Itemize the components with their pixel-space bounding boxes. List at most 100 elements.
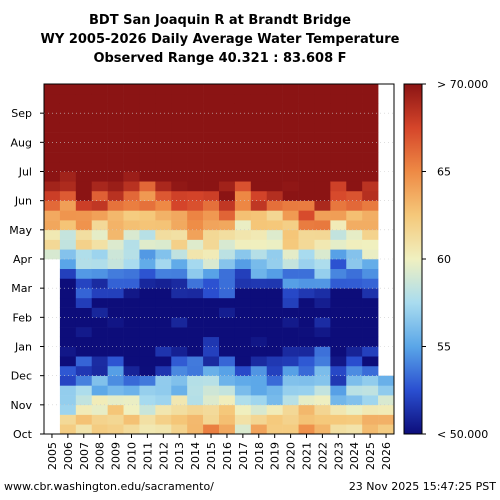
heatmap-cell [314, 336, 331, 347]
heatmap-cell [250, 268, 268, 279]
heatmap-cell [219, 152, 236, 163]
heatmap-cell [266, 317, 283, 328]
heatmap-cell [234, 239, 252, 250]
heatmap-cell [44, 113, 61, 124]
heatmap-cell [171, 239, 188, 250]
heatmap-cell [314, 404, 331, 415]
heatmap-cell [219, 307, 236, 318]
heatmap-cell [234, 297, 252, 308]
heatmap-cell [171, 171, 188, 182]
heatmap-cell [44, 220, 61, 231]
heatmap-cell [298, 395, 315, 406]
heatmap-cell [123, 346, 140, 357]
heatmap-cell [282, 414, 299, 425]
heatmap-cell [139, 132, 156, 143]
heatmap-cell [171, 424, 188, 435]
heatmap-cell [187, 327, 204, 338]
heatmap-cell [298, 229, 315, 240]
heatmap-cell [107, 259, 124, 270]
heatmap-cell [171, 356, 188, 367]
heatmap-cell [330, 220, 347, 231]
heatmap-cell [155, 161, 172, 172]
heatmap-cell [75, 395, 93, 406]
heatmap-cell [330, 414, 347, 425]
heatmap-cell [107, 152, 124, 163]
heatmap-cell [266, 414, 283, 425]
heatmap-cell [250, 317, 268, 328]
heatmap-cell [219, 171, 236, 182]
heatmap-cell [298, 181, 315, 192]
heatmap-cell [330, 297, 347, 308]
heatmap-cell [234, 142, 252, 153]
heatmap-cell [203, 365, 220, 376]
heatmap-cell [250, 424, 268, 435]
footer-timestamp: 23 Nov 2025 15:47:25 PST [349, 480, 496, 493]
heatmap-cell [298, 239, 315, 250]
heatmap-cell [346, 385, 363, 396]
heatmap-cell [44, 210, 61, 221]
heatmap-cell [234, 220, 252, 231]
heatmap-cell [44, 132, 61, 143]
heatmap-cell [171, 181, 188, 192]
heatmap-cell [59, 239, 77, 250]
heatmap-cell [219, 414, 236, 425]
heatmap-cell [107, 171, 124, 182]
heatmap-cell [187, 414, 204, 425]
heatmap-cell [139, 278, 156, 289]
heatmap-cell [203, 122, 220, 133]
heatmap-cell [155, 385, 172, 396]
heatmap-cell [59, 152, 77, 163]
heatmap-cell [314, 122, 331, 133]
heatmap-cell [123, 404, 140, 415]
heatmap-cell [75, 414, 93, 425]
heatmap-cell [59, 142, 77, 153]
heatmap-cell [282, 152, 299, 163]
heatmap-cell [91, 375, 108, 386]
heatmap-cell [314, 346, 331, 357]
heatmap-cell [250, 297, 268, 308]
heatmap-cell [219, 385, 236, 396]
heatmap-cell [75, 365, 93, 376]
heatmap-cell [266, 346, 283, 357]
heatmap-cell [123, 268, 140, 279]
heatmap-cell [171, 404, 188, 415]
heatmap-cell [171, 113, 188, 124]
heatmap-cell [139, 268, 156, 279]
heatmap-cell [346, 268, 363, 279]
x-tick-label: 2024 [348, 442, 361, 470]
heatmap-cell [282, 375, 299, 386]
heatmap-cell [155, 84, 172, 95]
heatmap-cell [250, 103, 268, 114]
y-tick-label: Sep [11, 107, 32, 120]
heatmap-cell [298, 268, 315, 279]
heatmap-cell [155, 356, 172, 367]
heatmap-cell [330, 317, 347, 328]
heatmap-cell [330, 171, 347, 182]
heatmap-cell [282, 190, 299, 201]
heatmap-cell [266, 288, 283, 299]
heatmap-cell [234, 317, 252, 328]
heatmap-cell [171, 84, 188, 95]
heatmap-cell [378, 385, 395, 396]
heatmap-cell [107, 278, 124, 289]
heatmap-cell [346, 132, 363, 143]
heatmap-cell [362, 200, 379, 211]
heatmap-cell [314, 297, 331, 308]
heatmap-cell [203, 103, 220, 114]
heatmap-cell [91, 229, 108, 240]
heatmap-cell [203, 288, 220, 299]
y-tick-label: Mar [11, 282, 32, 295]
heatmap-cell [139, 365, 156, 376]
heatmap-cell [107, 210, 124, 221]
heatmap-cell [171, 297, 188, 308]
heatmap-cell [75, 220, 93, 231]
heatmap-cell [75, 171, 93, 182]
heatmap-cell [123, 297, 140, 308]
heatmap-cell [107, 229, 124, 240]
heatmap-cell [346, 161, 363, 172]
heatmap-cell [203, 424, 220, 435]
heatmap-cell [362, 336, 379, 347]
heatmap-cell [298, 220, 315, 231]
heatmap-cell [250, 365, 268, 376]
heatmap-cell [362, 288, 379, 299]
